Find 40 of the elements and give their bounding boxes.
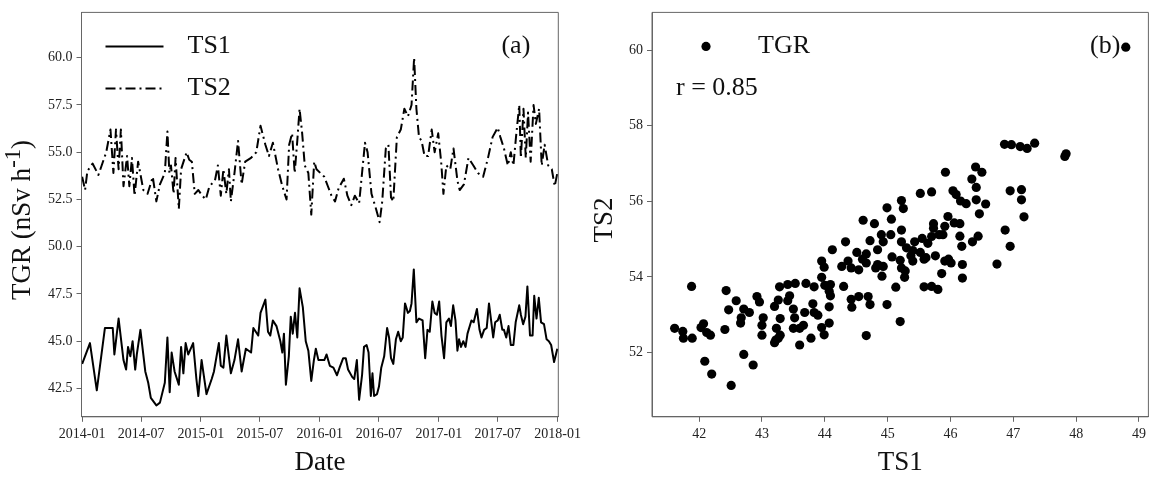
x-tick-label: 2018-01 — [534, 425, 581, 441]
y-tick-label: 50.0 — [48, 238, 73, 254]
x-tick-label: 44 — [817, 425, 832, 441]
x-tick-label: 42 — [692, 425, 707, 441]
x-tick-label: 2015-07 — [236, 425, 284, 441]
x-tick-label: 48 — [1069, 425, 1084, 441]
annotation: r = 0.85 — [676, 72, 758, 102]
y-tick-label: 54 — [629, 268, 643, 284]
x-tick-label: 49 — [1131, 425, 1146, 441]
x-axis-title: Date — [294, 445, 346, 476]
y-tick-label: 55.0 — [48, 143, 73, 159]
x-axis-title: TS1 — [877, 445, 923, 476]
x-tick-label: 47 — [1006, 425, 1021, 441]
y-tick-label: 42.5 — [48, 380, 73, 396]
y-tick-label: 47.5 — [48, 285, 73, 301]
annotation: (a) — [501, 30, 531, 60]
y-tick-label: 60.0 — [48, 49, 73, 65]
x-tick-label: 2017-07 — [474, 425, 522, 441]
y-tick-label: 58 — [629, 117, 643, 133]
y-tick-label: 57.5 — [48, 96, 73, 112]
legend-label: TGR — [758, 30, 811, 60]
y-tick-label: 45.0 — [48, 332, 73, 348]
y-tick-label: 56 — [629, 193, 643, 209]
x-tick-label: 43 — [754, 425, 769, 441]
x-tick-label: 2017-01 — [415, 425, 463, 441]
x-tick-label: 2016-01 — [296, 425, 344, 441]
y-tick-label: 52 — [629, 344, 643, 360]
x-tick-label: 45 — [880, 425, 895, 441]
y-axis-title: TS2 — [587, 197, 619, 243]
legend-label: TS2 — [187, 72, 231, 102]
y-tick-label: 60 — [629, 41, 643, 57]
legend-label: TS1 — [187, 30, 231, 60]
line-series — [81, 56, 559, 224]
x-tick-label: 46 — [943, 425, 958, 441]
x-tick-label: 2015-01 — [177, 425, 225, 441]
annotation: (b) — [1090, 30, 1121, 60]
x-tick-label: 2014-01 — [58, 425, 106, 441]
y-tick-label: 52.5 — [48, 191, 73, 207]
x-tick-label: 2014-07 — [117, 425, 165, 441]
x-tick-label: 2016-07 — [355, 425, 403, 441]
